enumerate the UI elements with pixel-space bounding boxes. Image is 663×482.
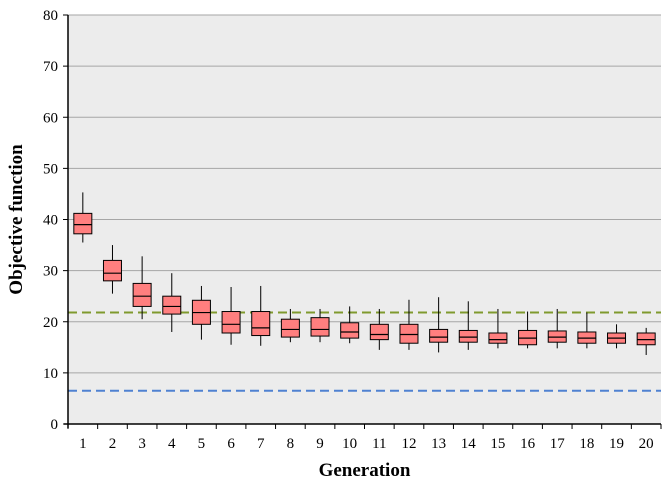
box-generation-6 (221, 286, 241, 345)
box-generation-7 (251, 285, 271, 346)
box-generation-2 (102, 245, 122, 294)
y-tick-labels: 0 10 20 30 40 50 60 70 80 (43, 8, 58, 433)
box-generation-4 (162, 273, 182, 332)
x-tick-label: 1 (79, 436, 87, 452)
x-tick-label: 17 (550, 436, 566, 452)
box-body (458, 329, 478, 343)
y-tick-label: 40 (43, 213, 58, 229)
box-generation-5 (191, 285, 211, 340)
y-tick-label: 0 (51, 417, 59, 433)
box-generation-12 (399, 299, 419, 350)
box-generation-3 (132, 256, 152, 320)
y-tick-label: 50 (43, 161, 58, 177)
box-body (221, 311, 241, 334)
box-generation-10 (340, 306, 360, 344)
box-generation-15 (488, 308, 508, 349)
box-generation-16 (518, 311, 538, 349)
y-tick-label: 30 (43, 264, 58, 280)
box-generation-8 (280, 308, 300, 343)
x-tick-label: 12 (401, 436, 416, 452)
x-tick-label: 18 (579, 436, 594, 452)
box-body (429, 328, 449, 343)
y-tick-label: 60 (43, 110, 58, 126)
box-generation-9 (310, 308, 330, 343)
box-body (340, 322, 360, 339)
box-generation-14 (458, 301, 478, 350)
box-body (251, 311, 271, 337)
box-generation-20 (636, 327, 656, 355)
x-tick-label: 7 (257, 436, 265, 452)
box-generation-18 (577, 312, 597, 349)
x-tick-label: 13 (431, 436, 446, 452)
box-generation-13 (429, 297, 449, 353)
y-tick-label: 80 (43, 8, 58, 24)
y-tick-label: 70 (43, 59, 58, 75)
box-generation-17 (547, 308, 567, 349)
x-tick-labels: 1 2 3 4 5 6 7 8 9 10 11 12 13 14 15 16 17 18 19 20 (79, 436, 654, 452)
x-tick-label: 2 (109, 436, 117, 452)
box-body (132, 282, 152, 307)
axes (63, 14, 662, 429)
box-body (310, 317, 330, 337)
x-tick-label: 15 (490, 436, 505, 452)
y-tick-label: 10 (43, 366, 58, 382)
box-series (73, 192, 656, 355)
x-tick-label: 16 (520, 436, 536, 452)
x-tick-label: 4 (168, 436, 176, 452)
x-tick-label: 6 (227, 436, 235, 452)
box-body (162, 295, 182, 315)
x-tick-label: 10 (342, 436, 357, 452)
gridlines (68, 14, 661, 374)
x-tick-label: 19 (609, 436, 624, 452)
y-tick-label: 20 (43, 315, 58, 331)
box-body (73, 212, 93, 235)
box-body (369, 323, 389, 341)
box-body (102, 259, 122, 282)
x-tick-label: 11 (372, 436, 386, 452)
x-tick-label: 14 (461, 436, 477, 452)
box-generation-1 (73, 192, 93, 243)
y-axis-title: Objective function (6, 144, 27, 295)
box-generation-19 (607, 324, 627, 349)
box-body (399, 323, 419, 344)
box-body (280, 318, 300, 338)
x-tick-label: 9 (316, 436, 324, 452)
x-tick-label: 20 (639, 436, 654, 452)
x-axis-title: Generation (319, 460, 411, 481)
box-body (488, 332, 508, 344)
box-generation-11 (369, 308, 389, 350)
box-body (636, 332, 656, 346)
x-tick-label: 5 (198, 436, 206, 452)
x-tick-label: 8 (287, 436, 295, 452)
x-tick-label: 3 (138, 436, 146, 452)
